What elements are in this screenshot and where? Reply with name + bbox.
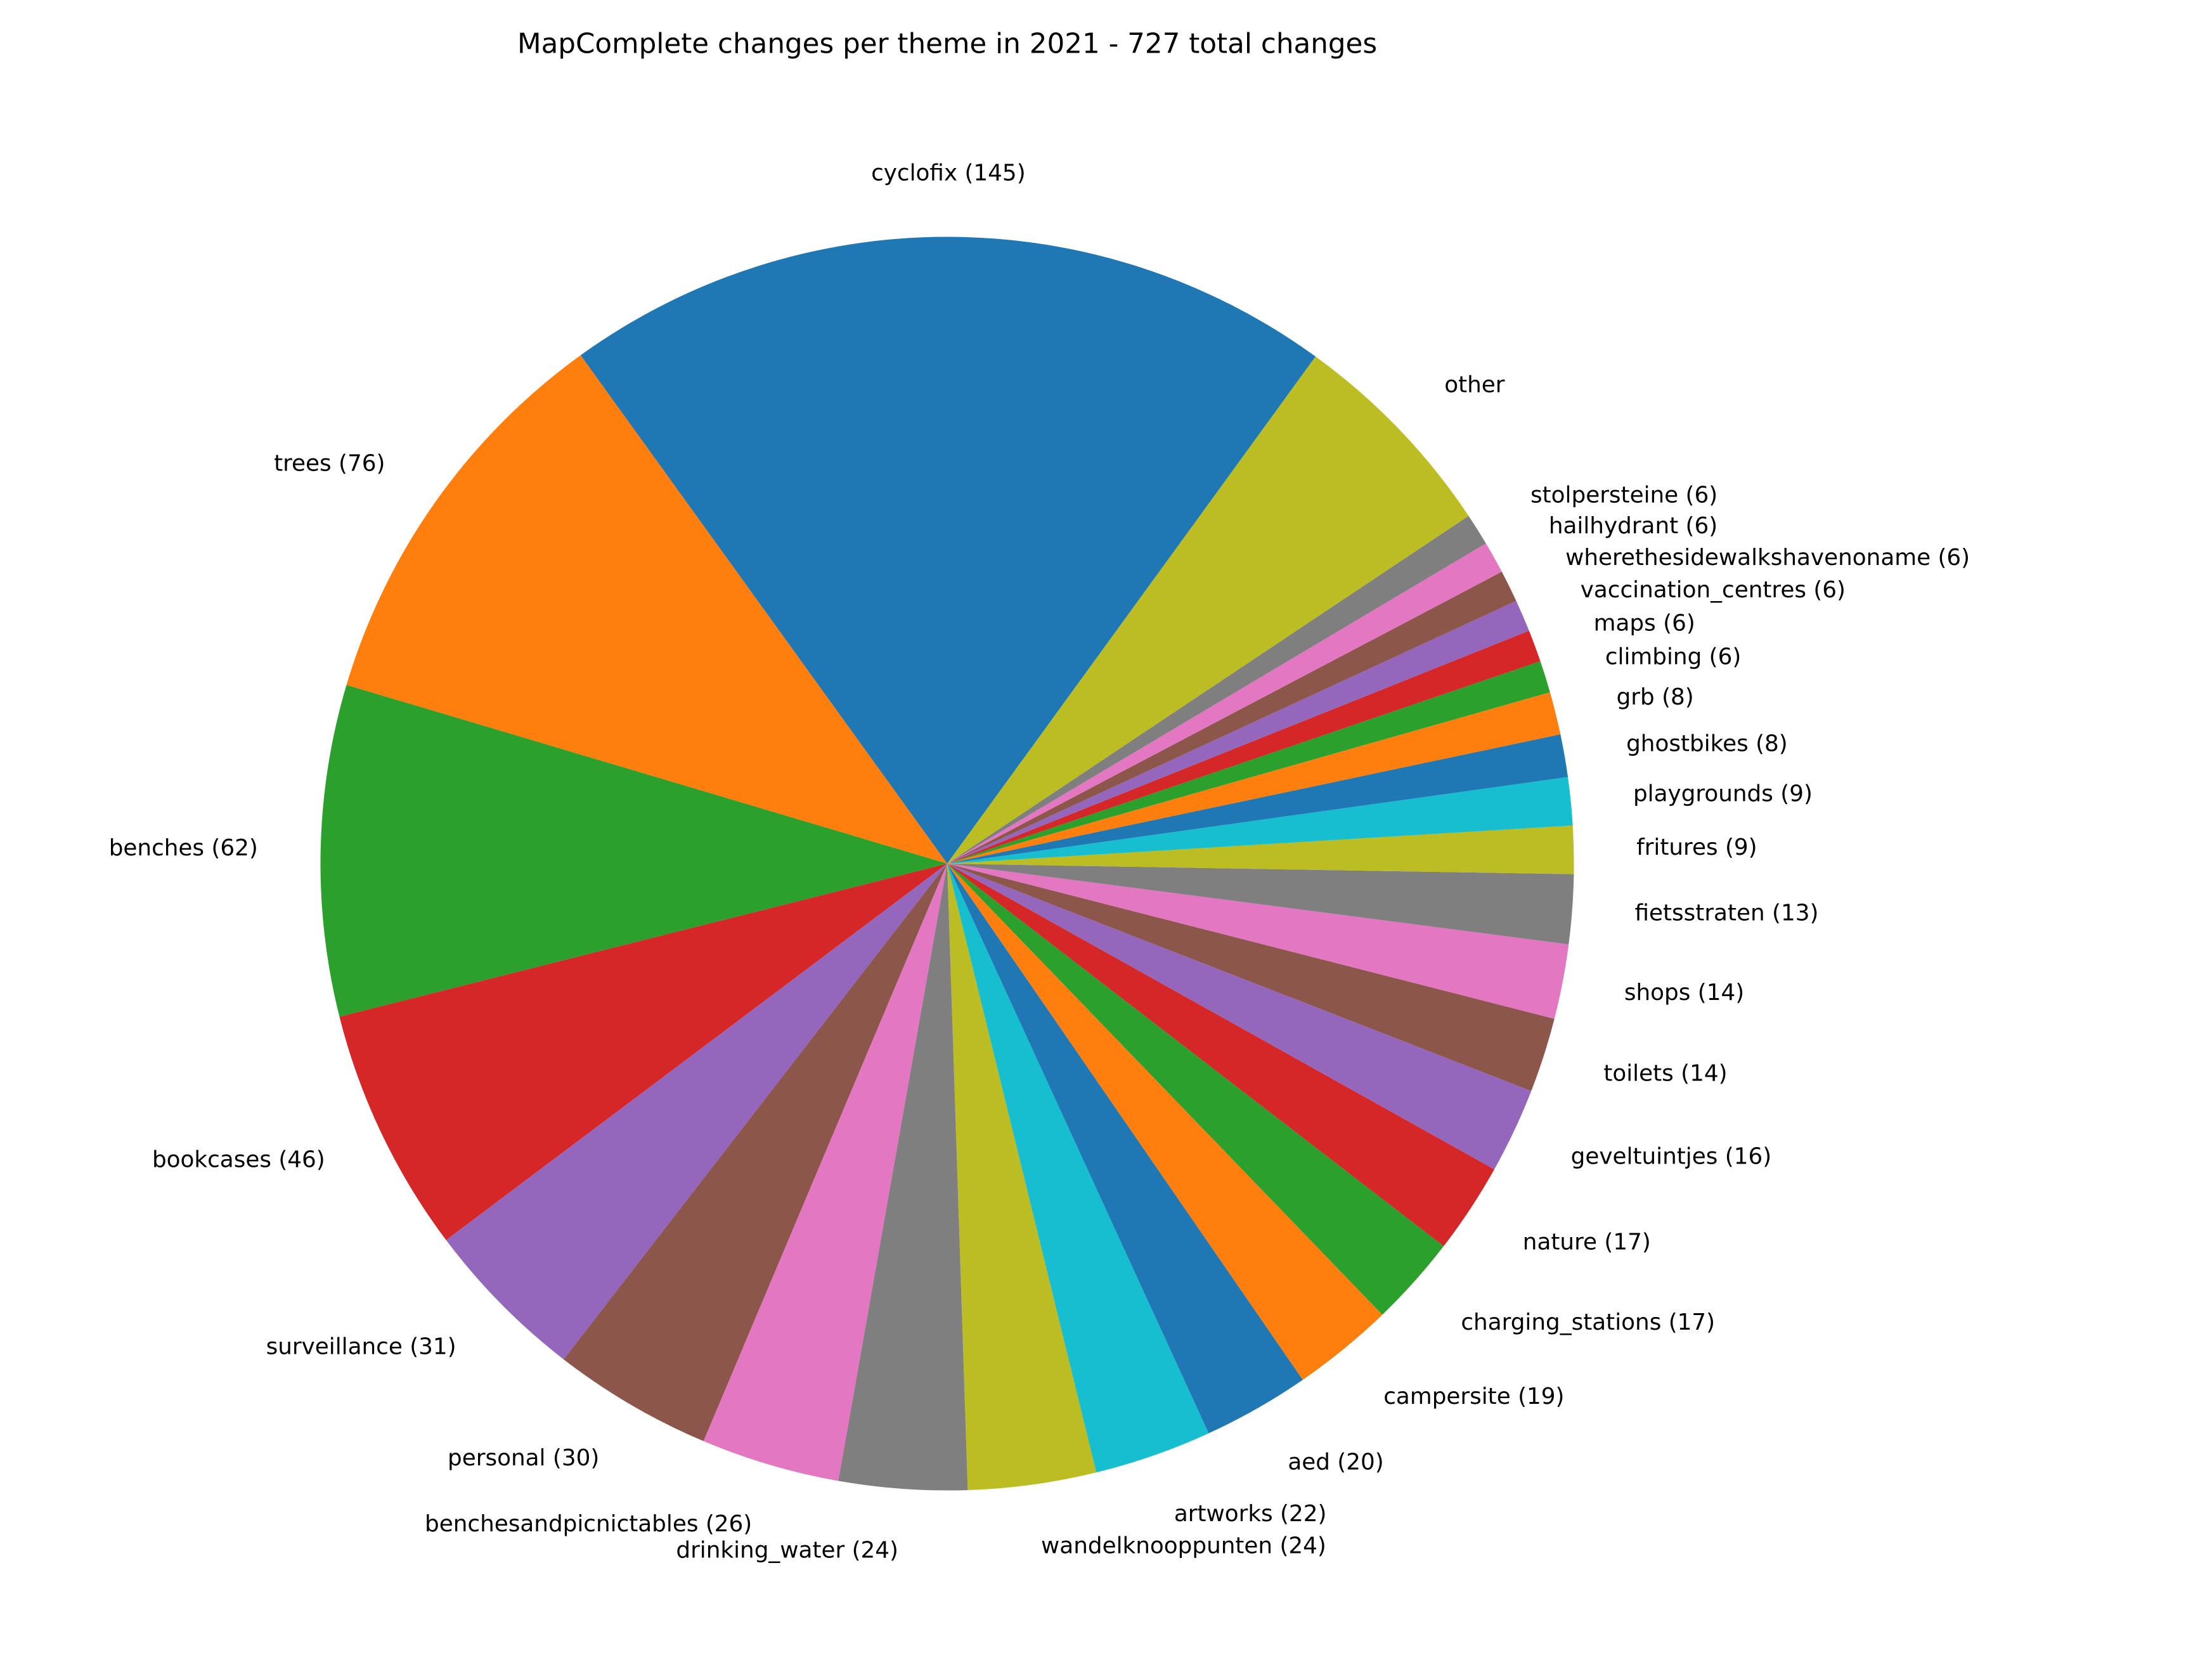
- pie-slice: [947, 864, 1444, 1315]
- pie-slice: [947, 516, 1486, 864]
- slice-label: other: [1444, 372, 1505, 398]
- pie-slice: [838, 864, 968, 1491]
- slice-label: wandelknooppunten (24): [1041, 1533, 1326, 1559]
- pie-slice: [947, 864, 1209, 1473]
- slice-label: wherethesidewalkshavenoname (6): [1565, 545, 1970, 571]
- slice-label: stolpersteine (6): [1530, 482, 1717, 508]
- slice-label: vaccination_centres (6): [1581, 577, 1846, 603]
- pie-slice: [339, 864, 948, 1240]
- slice-label: playgrounds (9): [1633, 781, 1813, 807]
- pie-slice: [947, 692, 1561, 864]
- pie-slice: [320, 685, 948, 1017]
- pie-slice: [947, 825, 1574, 874]
- pie-slice: [947, 661, 1550, 864]
- slice-label: hailhydrant (6): [1549, 513, 1717, 539]
- slice-label: cyclofix (145): [871, 160, 1026, 186]
- pie-slice: [947, 630, 1541, 864]
- slice-label: trees (76): [274, 450, 385, 476]
- pie-slice: [947, 571, 1517, 864]
- pie-slice: [947, 864, 1303, 1434]
- slice-label: campersite (19): [1383, 1384, 1564, 1410]
- chart-title: MapComplete changes per theme in 2021 - …: [517, 29, 1377, 60]
- pie-slice: [947, 864, 1574, 945]
- pie-slice: [564, 864, 948, 1441]
- pie-slice: [346, 355, 948, 864]
- pie-slice: [580, 237, 1316, 864]
- slice-label: fietsstraten (13): [1634, 900, 1818, 926]
- pie-slice: [703, 864, 948, 1481]
- pie-slice: [947, 864, 1569, 1019]
- pie-slice: [947, 864, 1097, 1491]
- pie-slice: [947, 777, 1573, 864]
- slice-label: maps (6): [1594, 610, 1695, 636]
- pie-slice: [947, 600, 1529, 864]
- slice-label: aed (20): [1288, 1449, 1383, 1475]
- slice-label: grb (8): [1617, 684, 1694, 710]
- slice-label: charging_stations (17): [1461, 1309, 1715, 1335]
- slice-label: toilets (14): [1603, 1060, 1727, 1086]
- pie-slice: [947, 734, 1568, 864]
- pie-slice: [947, 543, 1502, 864]
- slice-label: climbing (6): [1605, 644, 1741, 670]
- pie-slice: [947, 864, 1555, 1091]
- slice-label: fritures (9): [1636, 834, 1757, 860]
- slice-label: bookcases (46): [152, 1147, 325, 1173]
- slice-label: geveltuintjes (16): [1571, 1144, 1772, 1170]
- pie-slice: [947, 864, 1383, 1380]
- slice-label: ghostbikes (8): [1626, 731, 1788, 757]
- slice-label: drinking_water (24): [676, 1538, 898, 1564]
- pie-slice: [947, 356, 1469, 864]
- slice-label: shops (14): [1624, 980, 1744, 1006]
- slice-label: benchesandpicnictables (26): [425, 1511, 752, 1537]
- slice-label: surveillance (31): [266, 1333, 456, 1359]
- pie-slice: [446, 864, 948, 1359]
- slice-label: artworks (22): [1174, 1501, 1327, 1527]
- slice-label: benches (62): [109, 835, 258, 861]
- slice-label: personal (30): [448, 1445, 599, 1471]
- pie-slice: [947, 864, 1532, 1170]
- slice-label: nature (17): [1523, 1229, 1651, 1255]
- pie-slice: [947, 864, 1494, 1247]
